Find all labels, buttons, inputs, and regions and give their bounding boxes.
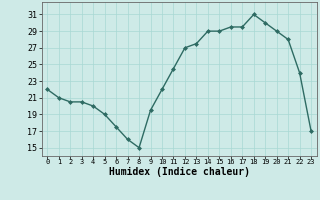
X-axis label: Humidex (Indice chaleur): Humidex (Indice chaleur) — [109, 167, 250, 177]
